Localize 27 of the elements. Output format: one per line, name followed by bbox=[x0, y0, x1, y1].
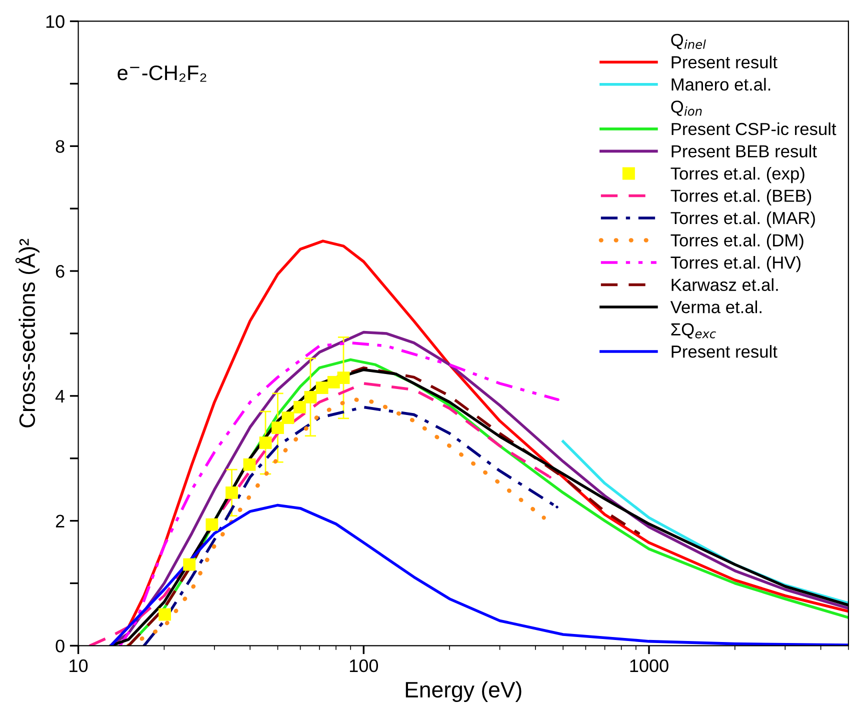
x-axis-title: Energy (eV) bbox=[406, 681, 522, 702]
legend-label: Present result bbox=[672, 345, 778, 358]
legend-label: Present BEB result bbox=[672, 144, 817, 158]
y-tick-label: 8 bbox=[56, 140, 64, 153]
x-tick-label: 100 bbox=[350, 659, 378, 672]
y-tick-label: 0 bbox=[56, 640, 64, 652]
x-tick-label: 1000 bbox=[630, 659, 668, 672]
legend-label: Karwasz et.al. bbox=[672, 278, 778, 292]
y-tick-label: 2 bbox=[56, 514, 64, 528]
text: Q$_{inel}$ bbox=[671, 34, 706, 50]
y-tick-label: 6 bbox=[56, 264, 64, 278]
legend-label: Torres et.al. (BEB) bbox=[670, 189, 812, 206]
legend-label: Verma et.al. bbox=[670, 300, 762, 314]
y-tick-label: 10 bbox=[46, 15, 64, 28]
legend-label: Torres et.al. (exp) bbox=[670, 166, 804, 184]
legend-label: Present CSP-ic result bbox=[672, 122, 836, 136]
y-tick-label: 4 bbox=[55, 390, 65, 402]
legend-label: Torres et.al. (HV) bbox=[670, 256, 800, 272]
legend-label: Torres et.al. (DM) bbox=[670, 234, 804, 250]
legend-label: Manero et.al. bbox=[672, 78, 770, 91]
x-tick-label: 10 bbox=[70, 659, 88, 672]
annotation: e$^{−}$-CH₂F₂ bbox=[118, 65, 206, 82]
legend-label: Torres et.al. (MAR) bbox=[670, 211, 815, 228]
text: ΣQ$_{exc}$ bbox=[671, 323, 716, 339]
text: Q$_{ion}$ bbox=[671, 100, 702, 116]
y-axis-title: Cross-sections (Å)² bbox=[15, 238, 40, 428]
legend-label: Present result bbox=[672, 56, 778, 68]
